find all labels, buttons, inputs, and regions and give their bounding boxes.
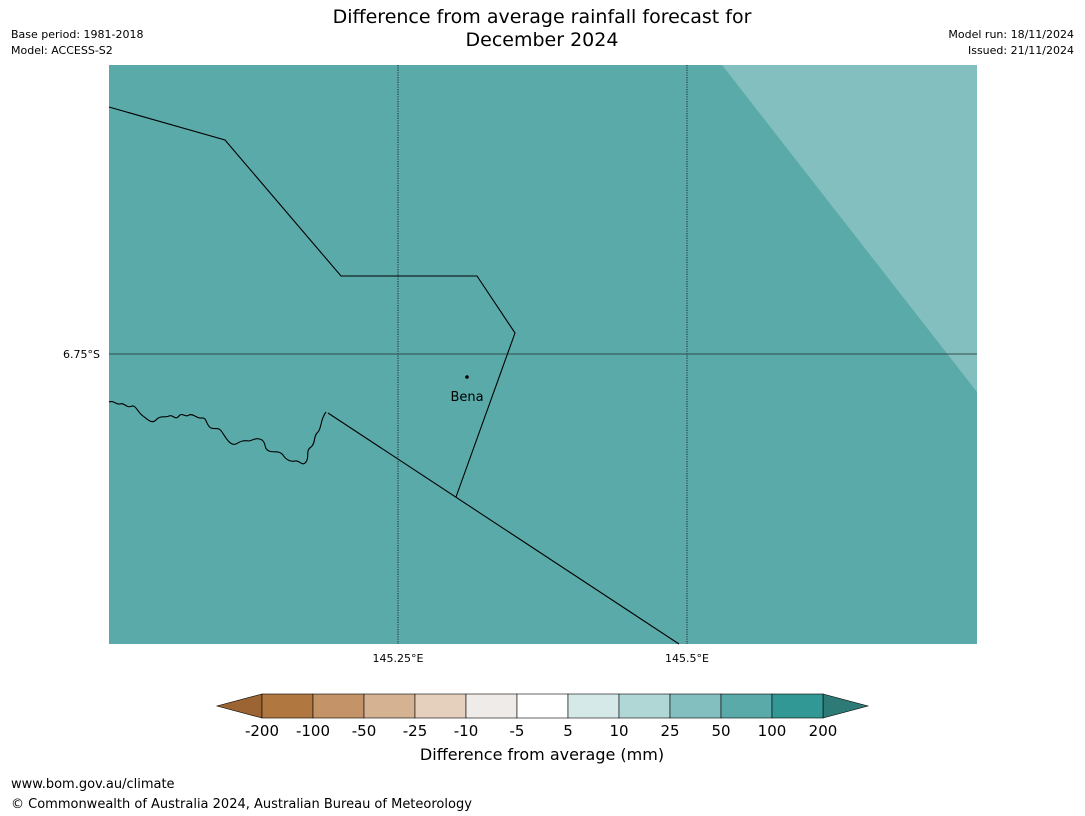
colorbar-segment — [261, 693, 314, 719]
base-period-text: Base period: 1981-2018 — [11, 28, 144, 41]
colorbar-over-arrow — [822, 693, 870, 719]
colorbar-segment — [669, 693, 722, 719]
colorbar-under-arrow — [215, 693, 263, 719]
footer: www.bom.gov.au/climate © Commonwealth of… — [11, 775, 472, 815]
colorbar-segment — [312, 693, 365, 719]
colorbar-tick-label: 25 — [660, 722, 679, 740]
latitude-label: 6.75°S — [63, 348, 100, 361]
longitude-label-1: 145.25°E — [373, 652, 424, 665]
colorbar-segment — [567, 693, 620, 719]
colorbar-tick-label: -10 — [454, 722, 479, 740]
forecast-map: Bena 6.75°S 145.25°E 145.5°E — [63, 65, 977, 665]
colorbar-segment — [771, 693, 824, 719]
colorbar-segment — [516, 693, 569, 719]
title-line-1: Difference from average rainfall forecas… — [332, 6, 752, 28]
meta-left: Base period: 1981-2018 Model: ACCESS-S2 — [11, 27, 143, 59]
colorbar-tick-label: 50 — [711, 722, 730, 740]
place-label: Bena — [450, 390, 483, 405]
colorbar-tick-label: -200 — [245, 722, 279, 740]
river-line — [108, 401, 327, 465]
colorbar-tick-label: -100 — [296, 722, 330, 740]
colorbar-title: Difference from average (mm) — [419, 745, 665, 764]
issued-text: Issued: 21/11/2024 — [967, 44, 1074, 57]
colorbar-tick-label: -25 — [403, 722, 428, 740]
place-marker-dot — [465, 375, 469, 379]
longitude-label-2: 145.5°E — [665, 652, 709, 665]
model-text: Model: ACCESS-S2 — [11, 44, 113, 57]
colorbar-tick-label: -50 — [352, 722, 377, 740]
footer-copyright: © Commonwealth of Australia 2024, Austra… — [11, 797, 472, 812]
chart-title: Difference from average rainfall forecas… — [192, 6, 892, 52]
footer-url[interactable]: www.bom.gov.au/climate — [11, 777, 175, 792]
colorbar-segment — [414, 693, 467, 719]
map-lighter-region — [722, 65, 977, 392]
title-line-2: December 2024 — [465, 29, 619, 51]
province-boundary-south — [327, 412, 680, 645]
province-boundary — [108, 106, 516, 498]
colorbar-tick-label: 100 — [758, 722, 787, 740]
colorbar-segment — [720, 693, 773, 719]
colorbar-segment — [618, 693, 671, 719]
colorbar: -200 -100 -50 -25 -10 -5 5 10 25 50 100 200 — [215, 693, 870, 740]
colorbar-tick-label: 200 — [809, 722, 838, 740]
colorbar-segment — [363, 693, 416, 719]
colorbar-tick-label: 5 — [563, 722, 573, 740]
colorbar-segment — [465, 693, 518, 719]
model-run-text: Model run: 18/11/2024 — [948, 28, 1074, 41]
colorbar-tick-label: 10 — [609, 722, 628, 740]
colorbar-tick-label: -5 — [510, 722, 525, 740]
meta-right: Model run: 18/11/2024 Issued: 21/11/2024 — [948, 27, 1074, 59]
